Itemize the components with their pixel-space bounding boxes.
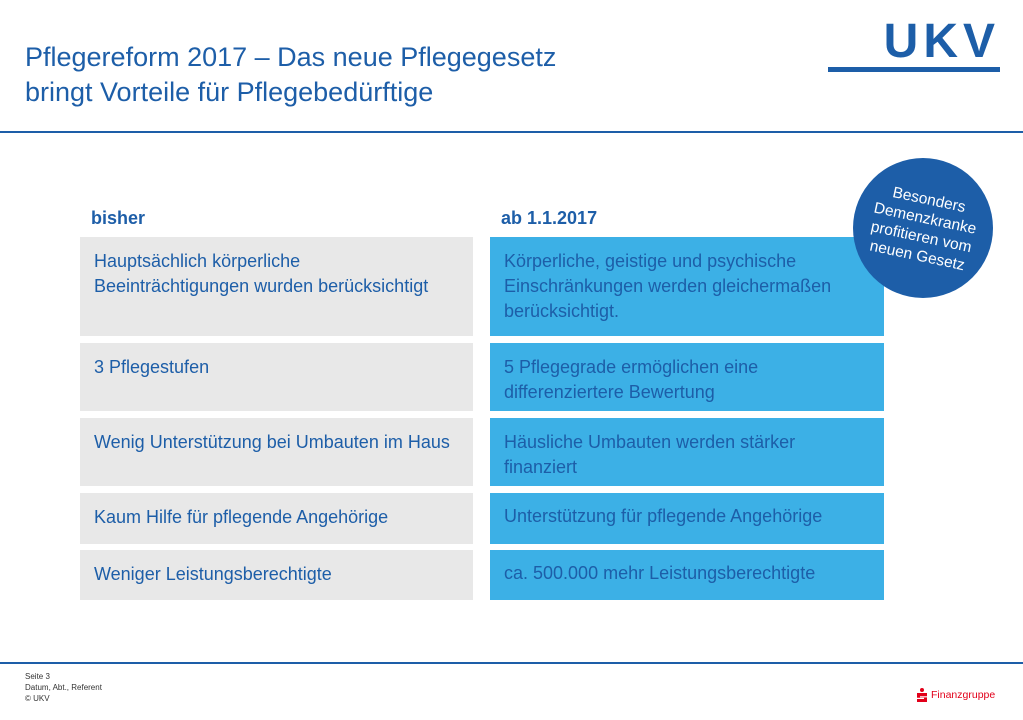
after-box-2: 5 Pflegegrade ermöglichen eine differenz… [490, 343, 884, 411]
column-header-after: ab 1.1.2017 [501, 208, 598, 228]
after-box-5: ca. 500.000 mehr Leistungsberechtigte [490, 550, 884, 600]
before-box-4: Kaum Hilfe für pflegende Angehörige [80, 493, 473, 544]
ukv-logo-underline [828, 67, 1000, 72]
slide-title-line-1: Pflegereform 2017 – Das neue Pflegegeset… [25, 42, 557, 72]
finanzgruppe-brand: Finanzgruppe [916, 688, 995, 702]
sparkasse-s-icon [917, 688, 927, 702]
column-header-before: bisher [91, 208, 146, 228]
footer-divider [0, 662, 1023, 664]
dementia-badge: Besonders Demenzkranke profitieren vom n… [853, 158, 993, 298]
ukv-logo: UKV [828, 18, 1000, 72]
slide-title: Pflegereform 2017 – Das neue Pflegegeset… [25, 40, 785, 110]
before-box-3: Wenig Unterstützung bei Umbauten im Haus [80, 418, 473, 486]
ukv-logo-text: UKV [883, 15, 1000, 68]
slide-title-line-2: bringt Vorteile für Pflegebedürftige [25, 77, 434, 107]
after-box-3: Häusliche Umbauten werden stärker finanz… [490, 418, 884, 486]
badge-text: Besonders Demenzkranke profitieren vom n… [864, 180, 982, 276]
footer-page-number: Seite 3 [25, 672, 50, 681]
brand-label: Finanzgruppe [931, 689, 996, 701]
before-box-1: Hauptsächlich körperliche Beeinträchtigu… [80, 237, 473, 336]
footer-info: Seite 3 Datum, Abt., Referent © UKV [25, 671, 102, 704]
after-box-4: Unterstützung für pflegende Angehörige [490, 493, 884, 544]
footer-copyright: © UKV [25, 694, 50, 703]
after-box-1: Körperliche, geistige und psychische Ein… [490, 237, 884, 336]
footer-meta: Datum, Abt., Referent [25, 683, 102, 692]
before-box-2: 3 Pflegestufen [80, 343, 473, 411]
before-box-5: Weniger Leistungsberechtigte [80, 550, 473, 600]
header-divider [0, 131, 1023, 133]
